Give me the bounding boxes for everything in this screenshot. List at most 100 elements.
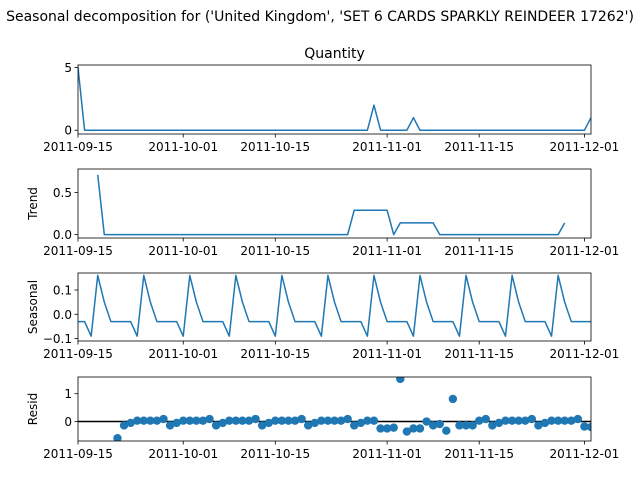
- trend-xtick-label: 2011-09-15: [43, 244, 113, 258]
- seasonal-series-line: [78, 274, 591, 337]
- resid-point: [172, 418, 181, 428]
- resid-xtick-label: 2011-10-15: [240, 447, 310, 461]
- resid-point: [271, 416, 280, 425]
- resid-point: [211, 421, 221, 430]
- resid-plot-area: [78, 377, 591, 441]
- resid-point: [488, 421, 497, 430]
- quantity-xtick-label: 2011-11-15: [444, 140, 514, 154]
- resid-point: [586, 422, 591, 432]
- seasonal-ylabel: Seasonal: [26, 280, 40, 334]
- resid-point: [303, 421, 313, 430]
- resid-point: [409, 424, 418, 433]
- resid-point: [179, 416, 188, 425]
- resid-point: [350, 421, 359, 430]
- resid-point: [494, 418, 504, 428]
- resid-point: [540, 418, 550, 428]
- resid-point: [363, 416, 372, 425]
- resid-point: [481, 414, 490, 424]
- resid-point: [547, 416, 556, 425]
- trend-xtick-label: 2011-10-01: [148, 244, 218, 258]
- resid-ylabel: Resid: [26, 393, 40, 425]
- quantity-xtick-label: 2011-10-01: [148, 140, 218, 154]
- resid-point: [396, 377, 405, 384]
- resid-point: [343, 414, 352, 424]
- resid-point: [534, 421, 543, 430]
- resid-point: [284, 416, 293, 425]
- resid-point: [507, 416, 517, 425]
- resid-point: [553, 416, 563, 425]
- seasonal-panel: −0.1 0.0 0.1 2011-09-15 2011-10-01 2011-10-15…: [26, 272, 620, 361]
- quantity-panel: 0 5 2011-09-15 2011-10-01 2011-10-15 2011-11-…: [43, 46, 619, 154]
- resid-point: [165, 421, 175, 430]
- resid-ytick-label: 0: [64, 415, 72, 429]
- resid-point: [428, 421, 438, 430]
- resid-xtick-label: 2011-11-01: [352, 447, 422, 461]
- resid-point: [119, 421, 129, 430]
- trend-xtick-label: 2011-11-01: [352, 244, 422, 258]
- resid-point: [126, 418, 135, 428]
- trend-panel: 0.0 0.5 2011-09-15 2011-10-01 2011-10-15 2011…: [26, 168, 620, 258]
- resid-point: [580, 422, 589, 431]
- resid-panel: 0 1 2011-09-15 2011-10-01 2011-10-15 2011-11-…: [26, 376, 619, 461]
- seasonal-xtick-label: 2011-11-01: [352, 347, 422, 361]
- trend-axes-frame: [77, 168, 592, 239]
- resid-point: [146, 416, 155, 425]
- resid-point: [198, 416, 208, 425]
- resid-point: [244, 416, 254, 425]
- resid-point: [277, 416, 287, 425]
- resid-axes-frame: [77, 376, 592, 442]
- resid-point: [132, 416, 142, 425]
- seasonal-ytick-label: 0.1: [53, 284, 72, 298]
- quantity-ytick-label: 5: [64, 61, 72, 75]
- resid-point: [389, 423, 398, 432]
- resid-point: [323, 416, 333, 425]
- seasonal-xtick-label: 2011-12-01: [550, 347, 620, 361]
- resid-point: [152, 416, 162, 425]
- resid-ytick-label: 1: [64, 387, 72, 401]
- quantity-xtick-label: 2011-09-15: [43, 140, 113, 154]
- resid-point: [205, 414, 214, 424]
- resid-xtick-label: 2011-11-15: [444, 447, 514, 461]
- quantity-plot-area: [78, 67, 591, 131]
- resid-point: [225, 416, 234, 425]
- resid-point: [514, 416, 523, 425]
- seasonal-xtick-label: 2011-11-15: [444, 347, 514, 361]
- resid-point: [415, 424, 425, 433]
- resid-point: [455, 421, 464, 430]
- trend-xtick-label: 2011-11-15: [444, 244, 514, 258]
- resid-point: [376, 424, 385, 433]
- quantity-xtick-label: 2011-11-01: [352, 140, 422, 154]
- seasonal-xtick-label: 2011-10-15: [240, 347, 310, 361]
- resid-point: [218, 418, 227, 428]
- resid-xtick-label: 2011-09-15: [43, 447, 113, 461]
- resid-point: [560, 416, 569, 425]
- resid-point: [461, 421, 471, 430]
- quantity-series-line: [78, 67, 591, 131]
- trend-ytick-label: 0.0: [53, 228, 72, 242]
- seasonal-axes-frame: [77, 272, 592, 342]
- resid-point: [317, 416, 326, 425]
- trend-xtick-label: 2011-12-01: [550, 244, 620, 258]
- trend-xtick-label: 2011-10-15: [240, 244, 310, 258]
- resid-point: [290, 416, 300, 425]
- resid-point: [527, 414, 537, 424]
- trend-ylabel: Trend: [26, 187, 40, 221]
- figure-suptitle: Seasonal decomposition for ('United King…: [6, 9, 634, 25]
- quantity-xtick-label: 2011-12-01: [550, 140, 620, 154]
- resid-point: [231, 416, 241, 425]
- seasonal-xtick-label: 2011-09-15: [43, 347, 113, 361]
- resid-point: [369, 416, 379, 425]
- resid-point: [159, 414, 168, 424]
- resid-point: [257, 421, 267, 430]
- resid-point: [192, 416, 201, 425]
- resid-point: [264, 418, 273, 428]
- resid-point: [521, 416, 530, 425]
- trend-ytick-label: 0.5: [53, 186, 72, 200]
- resid-point: [251, 414, 260, 424]
- quantity-title: Quantity: [304, 46, 365, 62]
- resid-point: [297, 414, 306, 424]
- quantity-axes-frame: [77, 64, 592, 135]
- resid-point: [310, 418, 319, 428]
- seasonal-ytick-label: −0.1: [43, 332, 72, 346]
